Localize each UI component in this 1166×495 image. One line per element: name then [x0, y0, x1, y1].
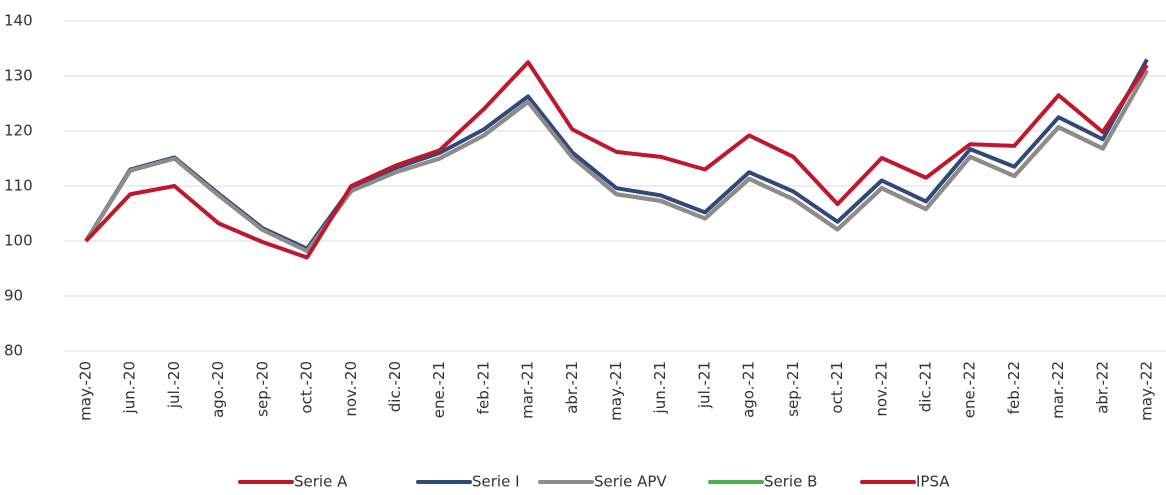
x-tick-label: may.-20 — [77, 361, 95, 421]
y-tick-label: 140 — [4, 12, 33, 30]
x-tick-label: mar.-22 — [1049, 361, 1067, 419]
legend-label: Serie B — [764, 473, 817, 491]
x-tick-label: dic.-21 — [916, 361, 934, 412]
legend-label: Serie A — [294, 473, 348, 491]
x-tick-label: mar.-21 — [519, 361, 537, 419]
y-tick-label: 90 — [4, 287, 23, 305]
x-tick-label: ago.-21 — [740, 361, 758, 418]
x-tick-label: abr.-22 — [1093, 361, 1111, 414]
x-tick-label: ago.-20 — [209, 361, 227, 418]
series-line — [84, 69, 1149, 253]
x-tick-label: sep.-20 — [253, 361, 271, 417]
x-tick-label: may.-21 — [607, 361, 625, 421]
x-tick-label: dic.-20 — [386, 361, 404, 412]
series-line — [84, 69, 1149, 253]
series-line — [84, 58, 1149, 251]
y-tick-label: 120 — [4, 122, 33, 140]
x-tick-label: oct.-21 — [828, 361, 846, 414]
x-tick-label: nov.-21 — [872, 361, 890, 417]
x-tick-label: jun.-21 — [651, 361, 669, 414]
x-tick-label: ene.-21 — [430, 361, 448, 418]
x-tick-label: feb.-21 — [474, 361, 492, 414]
y-tick-label: 130 — [4, 67, 33, 85]
legend-label: Serie APV — [594, 473, 667, 491]
x-tick-label: jun.-20 — [121, 361, 139, 414]
x-tick-label: sep.-21 — [784, 361, 802, 417]
legend-label: Serie I — [472, 473, 520, 491]
series-line — [84, 60, 1149, 260]
x-tick-label: jul.-20 — [165, 361, 183, 409]
legend-label: IPSA — [916, 473, 950, 491]
x-tick-label: ene.-22 — [961, 361, 979, 418]
x-tick-label: nov.-20 — [342, 361, 360, 417]
x-tick-label: may.-22 — [1138, 361, 1156, 421]
y-tick-label: 80 — [4, 342, 23, 360]
x-tick-label: abr.-21 — [563, 361, 581, 414]
series-line — [84, 69, 1149, 253]
x-tick-label: feb.-22 — [1005, 361, 1023, 414]
x-tick-label: oct.-20 — [298, 361, 316, 414]
x-tick-label: jul.-21 — [695, 361, 713, 409]
y-tick-label: 110 — [4, 177, 33, 195]
y-tick-label: 100 — [4, 232, 33, 250]
